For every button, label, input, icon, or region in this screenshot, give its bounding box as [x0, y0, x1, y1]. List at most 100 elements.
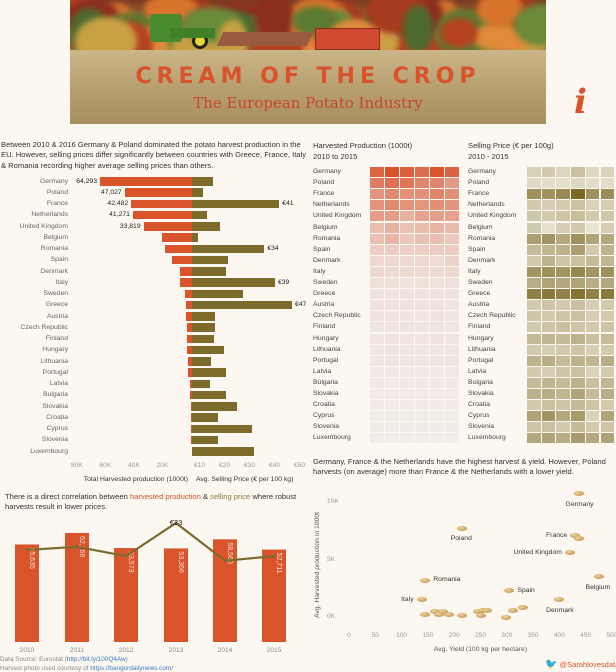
heatmap-row-label: Portugal — [313, 356, 339, 364]
heatmap-cell — [585, 377, 600, 388]
heatmap-cell — [430, 433, 444, 444]
y-axis-tick: 10K — [327, 498, 339, 505]
heatmap-cell — [571, 289, 585, 300]
heatmap-cell — [400, 300, 414, 311]
heatmap-cell — [541, 289, 556, 300]
heatmap-cell — [556, 211, 571, 222]
heatmap-cell — [415, 200, 429, 211]
heatmap-row-label: Latvia — [468, 367, 487, 375]
heatmap-cell — [445, 400, 459, 411]
heatmap-cell — [415, 344, 429, 355]
heatmap-cell — [600, 266, 615, 277]
heatmap-row-label: Slovakia — [468, 390, 494, 397]
heatmap-cell — [600, 333, 615, 344]
heatmap-cell — [571, 366, 585, 377]
heatmap-cell — [541, 400, 556, 411]
heatmap-row-label: Italy — [468, 267, 481, 275]
country-label: Germany — [40, 177, 68, 185]
heatmap-cell — [541, 178, 556, 189]
right-axis-tick: €20 — [219, 462, 231, 469]
x-axis-title: Avg. Yield (100 kg per hectare) — [433, 646, 528, 653]
heatmap-cell — [571, 244, 585, 255]
production-bar — [143, 222, 192, 231]
trend-text-mid: & — [200, 492, 211, 501]
heatmap-cell — [527, 233, 541, 244]
heatmap-cell — [385, 178, 399, 189]
production-bar — [184, 289, 192, 298]
info-icon[interactable]: i — [574, 82, 587, 122]
heatmap-cell — [556, 422, 571, 433]
heatmap-row-label: Slovenia — [468, 423, 495, 431]
heatmap-cell — [430, 211, 444, 222]
potato-point — [429, 608, 440, 614]
heatmap-cell — [400, 233, 414, 244]
production-data-label: 64,293 — [76, 177, 97, 185]
heatmap-cell — [585, 289, 600, 300]
heatmap-cell — [415, 244, 429, 255]
heatmap-cell — [527, 167, 541, 178]
heatmap-cell — [571, 211, 585, 222]
heatmap-cell — [385, 167, 399, 178]
heatmap-cell — [600, 222, 615, 233]
heatmap-cell — [400, 377, 414, 388]
production-data-label: 53,573 — [127, 551, 134, 573]
production-bar — [191, 424, 192, 433]
photo-link[interactable]: https://bangordailynews.com/ — [90, 665, 174, 672]
production-bar — [179, 267, 192, 276]
heatmap-cell — [400, 400, 414, 411]
production-bar — [164, 244, 192, 253]
heatmap-cell — [571, 255, 585, 266]
heatmap-cell — [370, 200, 384, 211]
source-link[interactable]: http://bit.ly/100Q4Aw — [66, 656, 126, 663]
heatmap-row-label: Germany — [313, 168, 341, 175]
heatmap-cell — [585, 433, 600, 444]
price-bar — [192, 413, 218, 422]
y-axis-title: Avg. Harvested production in 1000t — [314, 511, 321, 619]
heatmap-cell — [415, 300, 429, 311]
heatmap-row-label: Germany — [468, 168, 496, 175]
heatmap-cell — [385, 222, 399, 233]
heatmap-cell — [527, 389, 541, 400]
heatmap-cell — [600, 211, 615, 222]
heatmap-cell — [556, 377, 571, 388]
price-bar — [192, 447, 254, 456]
right-axis-tick: €10 — [194, 462, 206, 469]
heatmap-cell — [541, 278, 556, 289]
country-label: Italy — [55, 278, 68, 286]
heatmap-cell — [400, 244, 414, 255]
country-label: Portugal — [42, 368, 68, 376]
heatmap-cell — [370, 433, 384, 444]
country-label: Denmark — [40, 267, 68, 275]
twitter-handle[interactable]: 🐦 @Sarahlovesdata — [545, 659, 616, 671]
country-label: Lithuania — [40, 357, 68, 365]
heatmap-cell — [385, 377, 399, 388]
heatmap-row-label: Netherlands — [468, 201, 505, 209]
heatmap-cell — [527, 255, 541, 266]
heatmap-cell — [527, 189, 541, 200]
left-axis-tick: 60K — [99, 462, 112, 469]
production-data-label: 58,560 — [226, 542, 233, 564]
year-tick: 2013 — [169, 647, 184, 654]
potato-point — [457, 613, 468, 619]
x-axis-tick: 150 — [422, 632, 434, 639]
heatmap-cell — [600, 189, 615, 200]
heatmap-cell — [541, 189, 556, 200]
heatmap-cell — [415, 422, 429, 433]
heatmap-cell — [541, 422, 556, 433]
tree-foliage — [403, 5, 433, 53]
heatmap-cell — [600, 300, 615, 311]
heatmap-cell — [370, 178, 384, 189]
country-label: Belgium — [43, 233, 68, 241]
heatmap-cell — [541, 344, 556, 355]
heatmap-cell — [600, 311, 615, 322]
heatmap-cell — [527, 244, 541, 255]
heatmap-cell — [541, 333, 556, 344]
heatmap-cell — [445, 255, 459, 266]
x-axis-tick: 400 — [553, 632, 565, 639]
year-tick: 2010 — [20, 647, 35, 654]
heatmap-cell — [556, 233, 571, 244]
heatmap-cell — [445, 244, 459, 255]
heatmap-row-label: Czech Republic — [468, 312, 516, 320]
country-label: United Kingdom — [19, 222, 68, 230]
price-bar — [192, 334, 215, 343]
